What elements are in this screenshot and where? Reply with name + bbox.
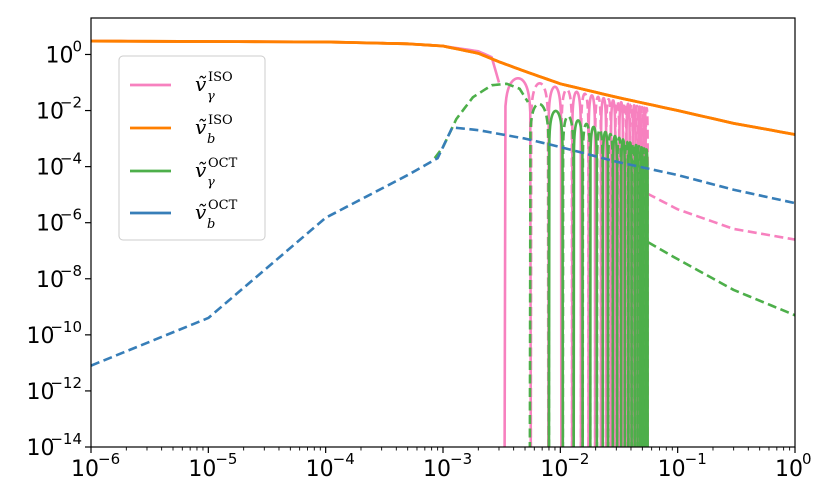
x-tick-exponent: −6 [98, 450, 120, 468]
x-tick-label: 10 [71, 457, 99, 482]
legend-label-vb_iso: ṽ [195, 115, 207, 139]
y-tick-label: 10 [27, 324, 55, 349]
y-tick-exponent: −14 [50, 430, 82, 448]
series-vgamma_oct-lobe [581, 122, 592, 447]
series-vgamma_oct-rise [433, 82, 530, 159]
legend-sup-vgamma_oct: OCT [208, 156, 238, 171]
y-tick-exponent: −12 [50, 374, 82, 392]
legend-sub-vgamma_iso: γ [207, 89, 215, 104]
y-tick-exponent: 0 [72, 37, 82, 55]
series-vgamma_oct-lobe [638, 146, 645, 447]
x-tick-label: 10 [775, 457, 803, 482]
y-tick-exponent: −2 [60, 94, 82, 112]
series-layer [91, 39, 795, 447]
legend-label-vgamma_iso: ṽ [195, 72, 207, 96]
series-vgamma_iso-lobe [560, 88, 574, 447]
legend-sup-vgamma_iso: ISO [208, 70, 233, 85]
y-tick-label: 10 [27, 380, 55, 405]
series-vgamma_oct-lobe [588, 125, 599, 447]
series-vgamma_oct-lobe [615, 136, 623, 447]
series-vgamma_oct-lobe [572, 119, 584, 447]
legend-sub-vb_iso: b [207, 132, 215, 147]
series-vgamma_oct-lobe [611, 134, 619, 447]
series-vgamma_iso-lobe [593, 95, 603, 447]
series-vgamma_iso-lobe [579, 92, 590, 447]
y-tick-exponent: −10 [50, 318, 82, 336]
series-vgamma_iso-lobe [570, 90, 583, 447]
series-vgamma_iso-lobe [599, 96, 608, 447]
legend-sub-vb_oct: b [207, 217, 215, 232]
series-vgamma_oct-lobe [595, 128, 605, 447]
legend-sup-vb_iso: ISO [208, 113, 233, 128]
series-vgamma_oct-lobe [601, 130, 610, 447]
x-tick-label: 10 [540, 457, 568, 482]
legend-sup-vb_oct: OCT [208, 198, 238, 213]
series-vgamma_iso-lobe [503, 77, 533, 447]
y-tick-label: 10 [36, 156, 64, 181]
series-vgamma_oct-lobe [528, 102, 551, 447]
series-vgamma_iso-lobe [642, 106, 647, 447]
series-vgamma_iso-lobe [637, 105, 643, 447]
series-vgamma_iso-lobe [587, 94, 597, 447]
x-tick-exponent: 0 [802, 450, 812, 468]
y-tick-label: 10 [27, 436, 55, 461]
y-tick-exponent: −8 [60, 262, 82, 280]
series-vgamma_oct-lobe [606, 132, 615, 447]
y-tick-exponent: −6 [60, 206, 82, 224]
legend-box [118, 55, 266, 241]
x-tick-exponent: −2 [567, 450, 589, 468]
x-tick-label: 10 [188, 457, 216, 482]
series-vgamma_oct-lobe [547, 109, 565, 447]
x-tick-exponent: −5 [215, 450, 237, 468]
x-tick-exponent: −3 [450, 450, 472, 468]
y-tick-exponent: −4 [60, 150, 82, 168]
x-tick-exponent: −1 [685, 450, 707, 468]
series-vgamma_iso-lobe [529, 81, 550, 447]
series-vgamma_iso-lobe [609, 99, 617, 447]
y-tick-label: 10 [36, 212, 64, 237]
series-vgamma_iso-tail [646, 192, 795, 241]
series-vgamma_iso-lobe [631, 103, 637, 447]
series-vb_iso-top [91, 39, 795, 136]
ticks-layer: 10 −6 10 −5 10 −4 10 −3 10 −2 10 −1 10 0010−210−410−6… [27, 37, 812, 482]
series-vgamma_oct-tail [647, 241, 795, 317]
x-tick-label: 10 [658, 457, 686, 482]
legend-label-vb_oct: ṽ [195, 200, 207, 224]
series-vgamma_oct-lobe [644, 148, 649, 447]
x-tick-exponent: −4 [333, 450, 355, 468]
series-vgamma_oct-lobe [561, 114, 575, 447]
x-tick-label: 10 [306, 457, 334, 482]
y-tick-label: 10 [36, 268, 64, 293]
y-tick-label: 10 [46, 43, 74, 68]
series-vgamma_iso-lobe [644, 106, 649, 447]
x-tick-label: 10 [423, 457, 451, 482]
series-vgamma_iso-lobe [604, 98, 613, 447]
legend-label-vgamma_oct: ṽ [195, 158, 207, 182]
y-tick-label: 10 [36, 100, 64, 125]
legend-sub-vgamma_oct: γ [207, 175, 215, 190]
series-vgamma_iso-lobe [547, 85, 563, 447]
